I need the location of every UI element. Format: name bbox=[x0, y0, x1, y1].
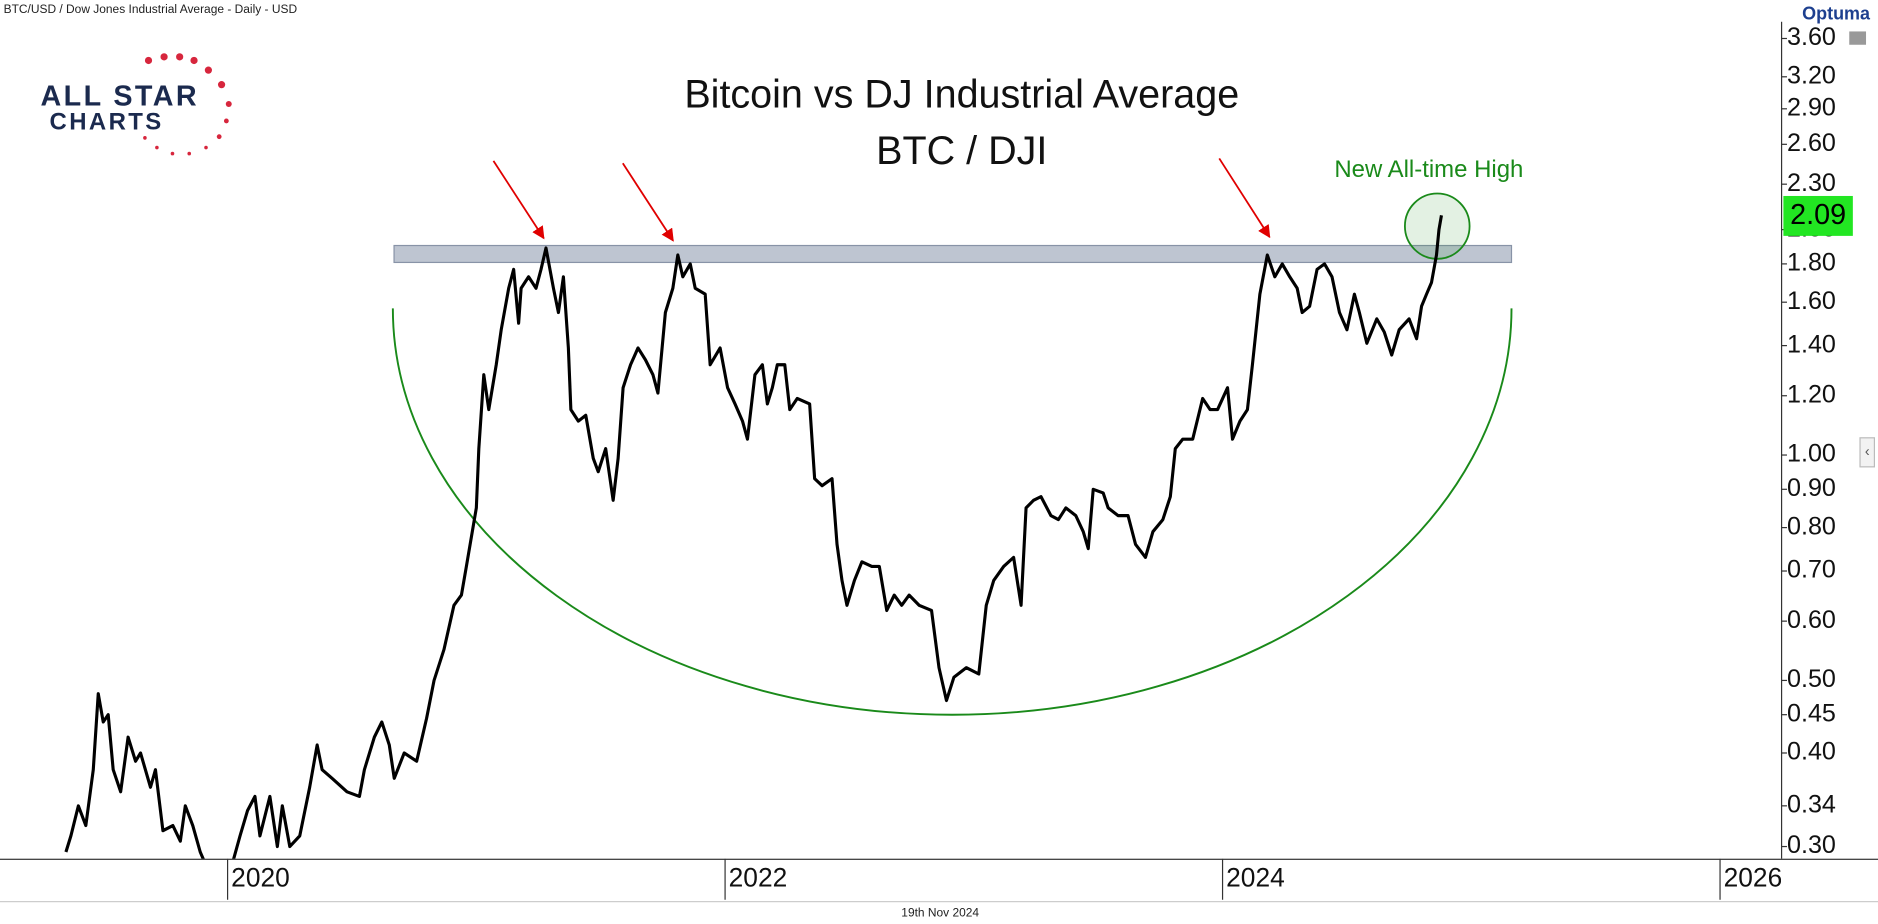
arrow bbox=[1218, 157, 1271, 239]
panel-handle-icon: ‹ bbox=[1865, 444, 1870, 460]
y-tick-label: 2.60 bbox=[1787, 129, 1836, 157]
x-tick-label: 2026 bbox=[1724, 862, 1783, 892]
logo-star bbox=[204, 66, 212, 74]
y-tick-label: 0.90 bbox=[1787, 474, 1836, 502]
resistance-band bbox=[393, 244, 1513, 264]
chart-title: Bitcoin vs DJ Industrial Average bbox=[684, 72, 1239, 116]
annotation: New All-time High bbox=[1334, 156, 1523, 183]
lock-icon bbox=[1849, 31, 1867, 45]
arrow bbox=[622, 162, 674, 242]
logo-star bbox=[204, 145, 208, 150]
y-tick-label: 2.30 bbox=[1787, 169, 1836, 197]
y-tick-label: 1.60 bbox=[1787, 287, 1836, 315]
x-tick-label: 2020 bbox=[231, 862, 290, 892]
price-line bbox=[64, 215, 1443, 859]
y-tick-label: 1.00 bbox=[1787, 440, 1836, 468]
arrow bbox=[492, 160, 545, 240]
platform-logo: Optuma bbox=[1802, 3, 1871, 23]
y-tick-label: 2.90 bbox=[1787, 93, 1836, 121]
y-tick-label: 0.70 bbox=[1787, 556, 1836, 584]
y-tick-label: 1.80 bbox=[1787, 248, 1836, 276]
y-tick-label: 3.20 bbox=[1787, 61, 1836, 89]
y-tick-label: 1.20 bbox=[1787, 380, 1836, 408]
base-arc bbox=[391, 308, 1513, 716]
x-tick-label: 2024 bbox=[1226, 862, 1285, 892]
y-tick-label: 0.50 bbox=[1787, 665, 1836, 693]
logo-star bbox=[217, 81, 226, 89]
logo-star bbox=[160, 53, 168, 61]
y-tick-label: 0.60 bbox=[1787, 606, 1836, 634]
logo-line: CHARTS bbox=[50, 109, 164, 136]
chart-date: 19th Nov 2024 bbox=[901, 905, 979, 919]
y-tick-label: 0.30 bbox=[1787, 831, 1836, 859]
y-tick-label: 1.40 bbox=[1787, 330, 1836, 358]
logo-star bbox=[187, 151, 192, 156]
last-value-label: 2.09 bbox=[1790, 199, 1846, 231]
chart-header: BTC/USD / Dow Jones Industrial Average -… bbox=[4, 2, 298, 16]
footer-line bbox=[0, 901, 1878, 903]
logo-star bbox=[190, 56, 198, 65]
y-tick-label: 3.60 bbox=[1787, 23, 1836, 51]
y-axis-line bbox=[1780, 21, 1783, 859]
logo-star bbox=[225, 100, 232, 108]
logo-star bbox=[176, 53, 184, 61]
chart-subtitle: BTC / DJI bbox=[876, 129, 1047, 173]
x-tick-label: 2022 bbox=[729, 862, 788, 892]
logo-star bbox=[144, 56, 153, 65]
last-value-box bbox=[1783, 195, 1853, 236]
logo-star bbox=[216, 134, 222, 140]
y-tick-label: 0.34 bbox=[1787, 790, 1836, 818]
logo-star bbox=[155, 145, 159, 150]
logo: ALL STAR CHARTS bbox=[40, 53, 232, 156]
y-tick-label: 0.40 bbox=[1787, 738, 1836, 766]
y-tick-label: 0.80 bbox=[1787, 512, 1836, 540]
logo-star bbox=[223, 118, 229, 124]
logo-line: ALL STAR bbox=[40, 81, 199, 113]
logo-star bbox=[170, 151, 175, 156]
logo-star bbox=[143, 136, 147, 140]
y-axis: 0.30 0.34 0.40 0.45 0.50 0.60 0.70 0.80 0.90 1.00… bbox=[1780, 23, 1836, 859]
plot-area bbox=[64, 215, 1443, 859]
x-axis: 2020 2022 2024 2026 bbox=[226, 858, 1783, 900]
y-tick-label: 0.45 bbox=[1787, 699, 1836, 727]
panel-handle[interactable] bbox=[1859, 437, 1876, 468]
x-axis-line bbox=[0, 858, 1878, 860]
